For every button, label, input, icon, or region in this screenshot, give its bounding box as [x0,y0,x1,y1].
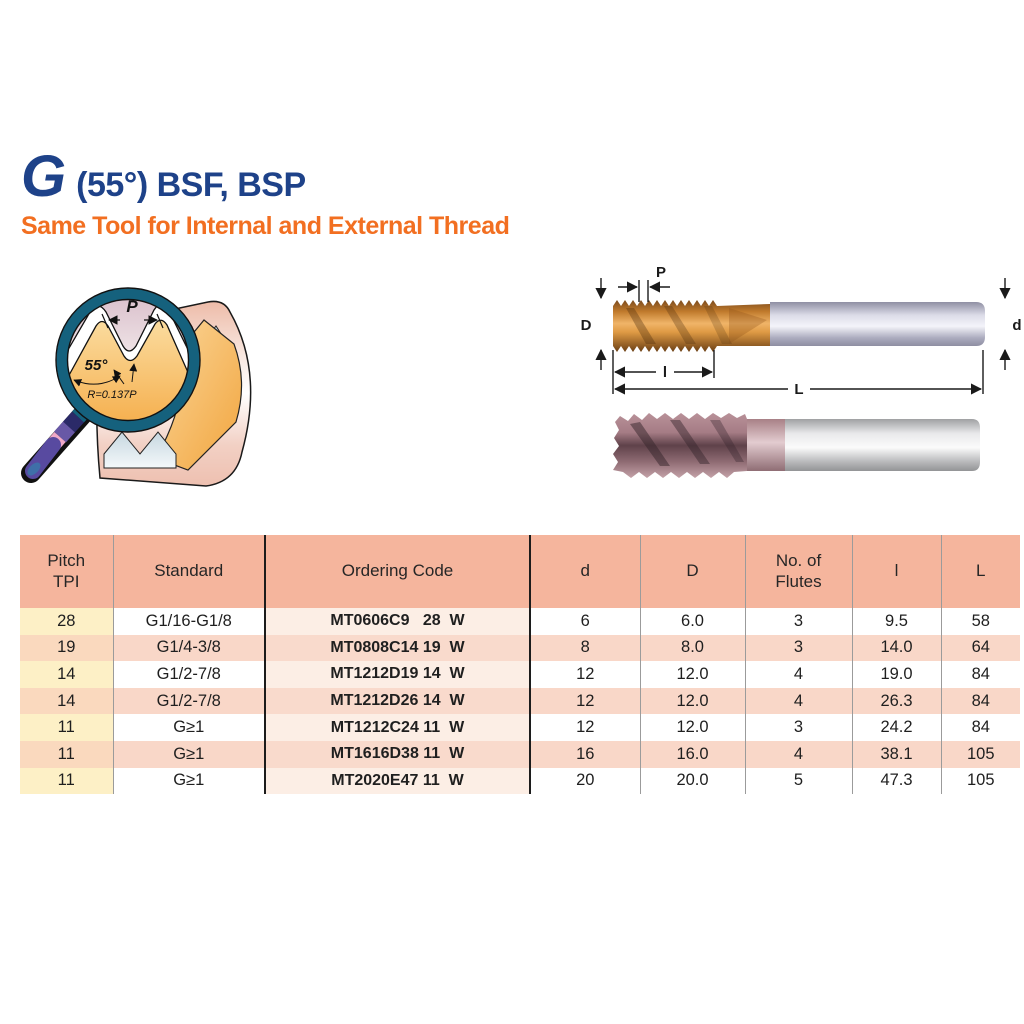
header-cell-d-big: D [640,535,746,608]
cell-ordering-code: MT0808C14 19 W [265,634,531,662]
cell-flutes: 5 [745,767,853,795]
cell-flutes: 3 [745,608,853,635]
table-row: 11 G≥1 MT1616D38 11 W 16 16.0 4 38.1 105 [20,740,1020,768]
magnifier-rim [55,287,201,433]
cell-ordering-code: MT2020E47 11 W [265,767,531,795]
cell-d: 12 [530,661,641,688]
table-row: 14 G1/2-7/8 MT1212D19 14 W 12 12.0 4 19.0 84 [20,661,1020,688]
specification-table: Pitch TPI Standard Ordering Code d D No. of Flu… [20,535,1020,795]
cell-d: 6 [530,608,641,635]
drawing-overall-length-label: L [794,381,803,398]
drawing-pitch-label: P [656,264,666,281]
cell-standard: G1/2-7/8 [113,687,266,715]
page-subtitle: Same Tool for Internal and External Thre… [21,212,510,240]
cell-l-big: 105 [941,767,1020,795]
cell-l: 19.0 [852,661,942,688]
cell-pitch-tpi: 11 [20,740,114,768]
cell-l: 9.5 [852,608,942,635]
cell-d-big: 12.0 [640,714,746,741]
cell-d: 12 [530,687,641,715]
header-cell-standard: Standard [113,535,266,608]
cell-flutes: 3 [745,634,853,662]
cell-l: 38.1 [852,740,942,768]
cell-d-big: 20.0 [640,767,746,795]
table-row: 14 G1/2-7/8 MT1212D26 14 W 12 12.0 4 26.3 84 [20,687,1020,715]
thread-profile-illustration: P 55° R=0.137P [21,287,252,487]
page-header: G (55°) BSF, BSP Same Tool for Internal … [21,148,510,241]
cell-d: 16 [530,740,641,768]
cell-standard: G1/16-G1/8 [113,608,266,635]
cell-standard: G≥1 [113,740,266,768]
header-cell-pitch-tpi: Pitch TPI [20,535,114,608]
cell-d-big: 16.0 [640,740,746,768]
table-row: 19 G1/4-3/8 MT0808C14 19 W 8 8.0 3 14.0 64 [20,634,1020,662]
thread-type-letter: G [21,144,66,209]
tool-dimension-diagram: P D d l L [581,264,1022,478]
cell-d-big: 6.0 [640,608,746,635]
cell-flutes: 3 [745,714,853,741]
table-body: 28 G1/16-G1/8 MT0606C9 28 W 6 6.0 3 9.5 58 19 G1/… [20,608,1020,795]
table-row: 11 G≥1 MT1212C24 11 W 12 12.0 3 24.2 84 [20,714,1020,741]
cell-standard: G≥1 [113,714,266,741]
cell-standard: G1/4-3/8 [113,634,266,662]
drawing-thread-length-label: l [663,364,667,381]
cell-pitch-tpi: 19 [20,634,114,662]
cell-flutes: 4 [745,661,853,688]
lens-pitch-label: P [126,297,138,316]
cell-pitch-tpi: 14 [20,687,114,715]
lens-radius-label: R=0.137P [87,389,137,401]
cell-l-big: 58 [941,608,1020,635]
cell-l-big: 64 [941,634,1020,662]
cell-l-big: 84 [941,661,1020,688]
header-cell-l-small: l [852,535,942,608]
cell-flutes: 4 [745,687,853,715]
cell-l: 24.2 [852,714,942,741]
drawing-shank-diameter-label: d [1012,317,1021,334]
table-header: Pitch TPI Standard Ordering Code d D No. of Flu… [20,535,1020,608]
cell-ordering-code: MT0606C9 28 W [265,608,531,635]
tool-photo [613,413,980,478]
header-cell-no-of-flutes: No. of Flutes [745,535,853,608]
drawing-dimensions: P D d l L [581,264,1022,398]
cell-l-big: 84 [941,714,1020,741]
cell-d-big: 12.0 [640,687,746,715]
cell-standard: G≥1 [113,767,266,795]
table-row: 11 G≥1 MT2020E47 11 W 20 20.0 5 47.3 105 [20,767,1020,795]
header-cell-l-big: L [941,535,1020,608]
header-cell-ordering-code: Ordering Code [265,535,531,608]
cell-pitch-tpi: 11 [20,714,114,741]
cell-pitch-tpi: 11 [20,767,114,795]
cell-d-big: 12.0 [640,661,746,688]
cell-l-big: 105 [941,740,1020,768]
thread-type-detail: (55°) BSF, BSP [76,166,306,204]
cell-d-big: 8.0 [640,634,746,662]
cell-l: 26.3 [852,687,942,715]
cell-l: 47.3 [852,767,942,795]
cell-pitch-tpi: 28 [20,608,114,635]
drawing-cutter-body [613,300,985,352]
cell-ordering-code: MT1212C24 11 W [265,714,531,741]
page-title: G (55°) BSF, BSP [21,148,509,206]
cell-d: 20 [530,767,641,795]
lens-angle-label: 55° [85,357,109,374]
cell-ordering-code: MT1616D38 11 W [265,740,531,768]
cell-standard: G1/2-7/8 [113,661,266,688]
drawing-thread-diameter-label: D [581,317,592,334]
cell-ordering-code: MT1212D19 14 W [265,661,531,688]
cell-d: 12 [530,714,641,741]
cell-d: 8 [530,634,641,662]
header-cell-d-small: d [530,535,641,608]
table-row: 28 G1/16-G1/8 MT0606C9 28 W 6 6.0 3 9.5 58 [20,608,1020,635]
cell-ordering-code: MT1212D26 14 W [265,687,531,715]
cell-l: 14.0 [852,634,942,662]
cell-l-big: 84 [941,687,1020,715]
cell-flutes: 4 [745,740,853,768]
lens-content: P 55° R=0.137P [68,297,188,420]
cell-pitch-tpi: 14 [20,661,114,688]
